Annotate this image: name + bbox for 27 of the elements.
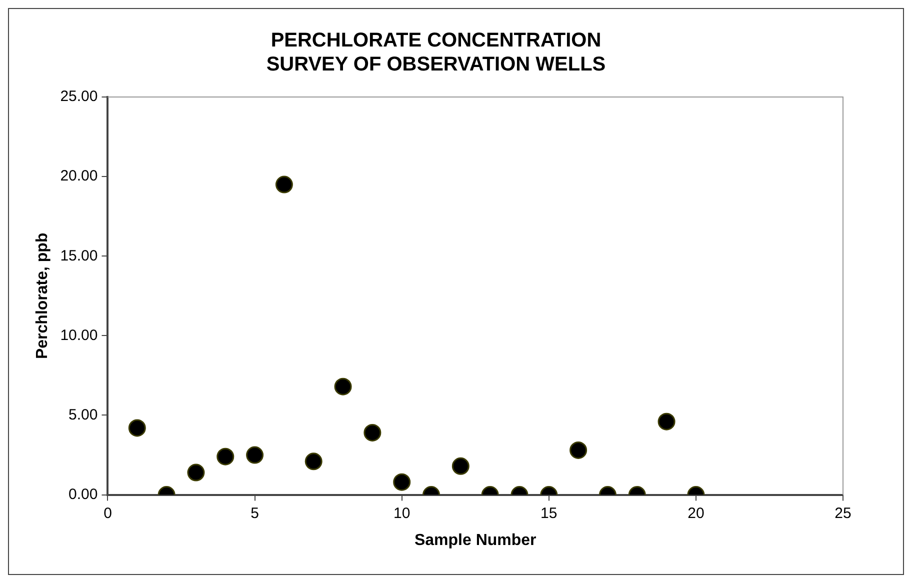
point: [216, 448, 234, 466]
point: [658, 412, 676, 430]
x-axis-title: Sample Number: [414, 532, 536, 549]
point: [334, 378, 352, 396]
y-tick-label: 10.00: [60, 326, 98, 344]
point: [570, 441, 588, 459]
point: [275, 176, 293, 194]
chart-title: PERCHLORATE CONCENTRATION SURVEY OF OBSERVATION WELLS: [266, 30, 606, 76]
y-tick-label: 0.00: [68, 486, 98, 503]
y-tick-label: 15.00: [60, 247, 98, 264]
point: [128, 419, 146, 437]
x-tick-label: 15: [540, 504, 558, 522]
y-tick-label: 20.00: [60, 168, 98, 185]
x-tick-label: 10: [394, 504, 410, 522]
point: [393, 473, 411, 491]
x-tick-label: 0: [104, 504, 112, 522]
point: [452, 457, 470, 475]
point: [364, 424, 382, 442]
y-tick-label: 5.00: [68, 406, 98, 424]
y-axis-title: Perchlorate, ppb: [34, 232, 52, 360]
point: [187, 464, 205, 482]
x-tick-label: 5: [250, 504, 259, 522]
point: [304, 452, 322, 470]
y-tick-label: 25.00: [60, 88, 98, 106]
x-tick-label: 20: [688, 504, 704, 522]
point: [246, 446, 264, 464]
x-tick-label: 25: [834, 504, 852, 522]
